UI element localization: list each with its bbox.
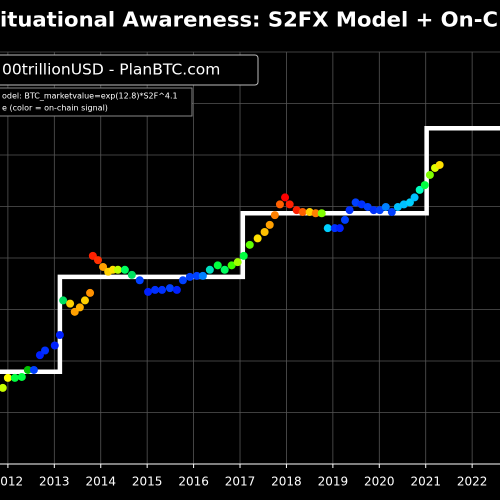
- model-line: [0, 126, 500, 374]
- data-point: [41, 346, 50, 355]
- x-tick-label: 2018: [271, 475, 302, 489]
- data-point: [375, 206, 384, 215]
- data-point: [59, 296, 68, 305]
- data-point: [213, 261, 222, 270]
- data-point: [192, 271, 201, 280]
- data-point: [172, 285, 181, 294]
- data-point: [220, 265, 229, 274]
- data-point: [265, 220, 274, 229]
- data-point: [245, 240, 254, 249]
- x-tick-label: 2014: [85, 475, 116, 489]
- data-point: [17, 372, 26, 381]
- x-tick-label: 2020: [364, 475, 395, 489]
- data-point: [185, 272, 194, 281]
- data-point: [393, 202, 402, 211]
- data-point: [135, 276, 144, 285]
- data-point: [435, 160, 444, 169]
- data-point: [323, 224, 332, 233]
- data-point: [311, 209, 320, 218]
- data-point: [335, 224, 344, 233]
- x-tick-label: 2017: [225, 475, 256, 489]
- data-point: [270, 211, 279, 220]
- data-point: [198, 271, 207, 280]
- data-point: [23, 365, 32, 374]
- data-point: [399, 200, 408, 209]
- data-point: [298, 208, 307, 217]
- data-point: [340, 215, 349, 224]
- data-point: [233, 258, 242, 267]
- data-point: [317, 209, 326, 218]
- data-point: [369, 206, 378, 215]
- data-point: [127, 270, 136, 279]
- plot-area: [0, 126, 500, 392]
- data-point: [165, 284, 174, 293]
- data-point: [99, 262, 108, 271]
- data-point: [66, 299, 75, 308]
- data-point: [345, 206, 354, 215]
- data-point: [113, 265, 122, 274]
- data-point: [35, 351, 44, 360]
- chart-title: ituational Awareness: S2FX Model + On-C: [0, 8, 498, 32]
- data-point: [144, 287, 153, 296]
- data-point: [55, 330, 64, 339]
- watermark-box: [0, 54, 259, 86]
- data-point: [205, 265, 214, 274]
- x-tick-label: 2021: [410, 475, 441, 489]
- x-tick-label: 2022: [457, 475, 488, 489]
- data-point: [275, 200, 284, 209]
- data-point: [29, 365, 38, 374]
- data-point: [75, 303, 84, 312]
- watermark: 00trillionUSD - PlanBTC.com: [2, 61, 220, 79]
- data-point: [93, 256, 102, 265]
- data-point: [3, 373, 12, 382]
- data-point: [158, 285, 167, 294]
- data-point: [351, 198, 360, 207]
- legend-entry: odel: BTC_marketvalue=exp(12.8)*S2F^4.1: [2, 92, 178, 101]
- data-point: [292, 206, 301, 215]
- legend-entry: e (color = on-chain signal): [2, 104, 108, 113]
- data-point: [363, 202, 372, 211]
- data-point: [227, 261, 236, 270]
- data-point: [86, 288, 95, 297]
- data-point: [387, 208, 396, 217]
- x-tick-label: 2012: [0, 475, 23, 489]
- x-tick-label: 2016: [178, 475, 209, 489]
- data-point: [10, 373, 19, 382]
- data-point: [357, 200, 366, 209]
- x-tick-label: 2019: [318, 475, 349, 489]
- x-tick-label: 2013: [39, 475, 70, 489]
- data-point: [151, 285, 160, 294]
- data-point: [415, 185, 424, 194]
- data-point: [178, 276, 187, 285]
- data-point: [120, 265, 129, 274]
- x-tick-label: 2015: [132, 475, 163, 489]
- data-point: [381, 202, 390, 211]
- data-point: [281, 193, 290, 202]
- data-point: [410, 193, 419, 202]
- legend-box: [0, 87, 193, 117]
- data-point: [239, 251, 248, 260]
- data-point: [253, 234, 262, 243]
- data-point: [80, 296, 89, 305]
- data-point: [260, 227, 269, 236]
- data-point: [285, 200, 294, 209]
- data-point: [425, 170, 434, 179]
- data-point: [420, 181, 429, 190]
- data-point: [305, 208, 314, 217]
- data-point: [0, 383, 7, 392]
- data-point: [50, 341, 59, 350]
